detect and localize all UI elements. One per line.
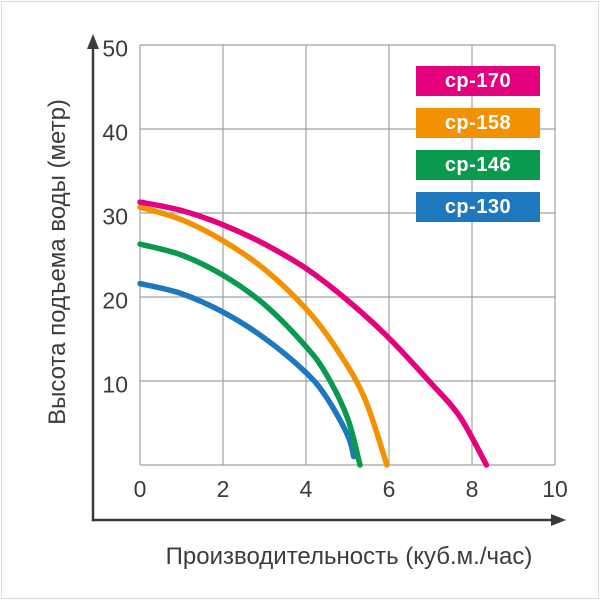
curve-cp-170 — [137, 199, 490, 468]
y-axis-title: Высота подъема воды (метр) — [44, 99, 71, 425]
y-axis-arrowhead — [87, 34, 99, 49]
legend-item-cp-146: cp-146 — [416, 150, 540, 180]
x-axis-title: Производительность (куб.м./час) — [165, 543, 533, 570]
legend-item-cp-158: cp-158 — [416, 108, 540, 138]
curve-cp-158 — [137, 204, 390, 468]
x-axis-arrowhead — [551, 514, 566, 526]
curve-cp-130 — [137, 280, 357, 460]
legend-item-cp-130: cp-130 — [416, 192, 540, 222]
curve-cp-146 — [137, 241, 363, 468]
legend: cp-170 cp-158 cp-146 cp-130 — [416, 66, 540, 222]
legend-item-cp-170: cp-170 — [416, 66, 540, 96]
